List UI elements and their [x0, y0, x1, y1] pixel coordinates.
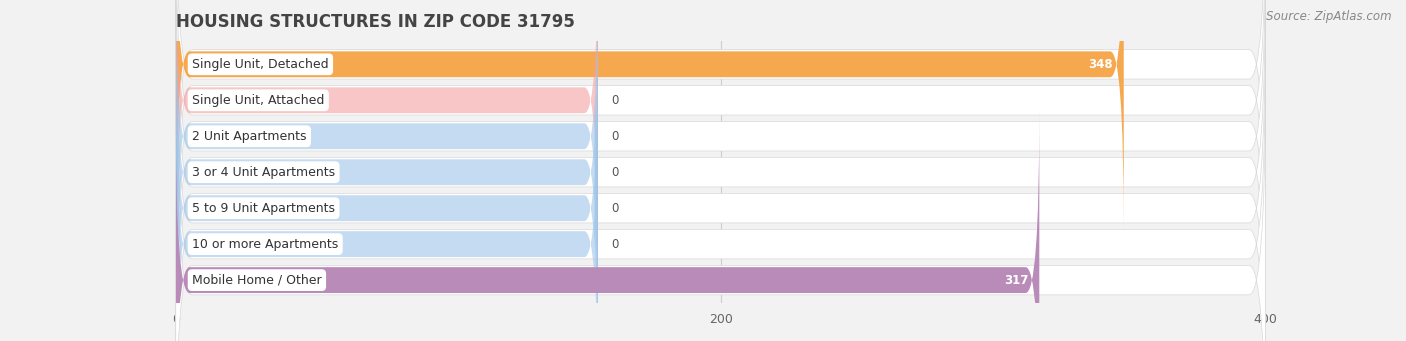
- FancyBboxPatch shape: [176, 0, 1265, 265]
- FancyBboxPatch shape: [176, 113, 1039, 341]
- FancyBboxPatch shape: [176, 0, 1123, 231]
- Text: Single Unit, Attached: Single Unit, Attached: [193, 94, 325, 107]
- Text: 0: 0: [612, 202, 619, 215]
- FancyBboxPatch shape: [176, 5, 598, 339]
- FancyBboxPatch shape: [176, 0, 598, 267]
- Text: 5 to 9 Unit Apartments: 5 to 9 Unit Apartments: [193, 202, 335, 215]
- Text: Single Unit, Detached: Single Unit, Detached: [193, 58, 329, 71]
- FancyBboxPatch shape: [176, 0, 1265, 341]
- Text: 0: 0: [612, 238, 619, 251]
- FancyBboxPatch shape: [176, 43, 1265, 341]
- Text: 2 Unit Apartments: 2 Unit Apartments: [193, 130, 307, 143]
- Text: 3 or 4 Unit Apartments: 3 or 4 Unit Apartments: [193, 166, 335, 179]
- Text: Source: ZipAtlas.com: Source: ZipAtlas.com: [1267, 10, 1392, 23]
- Text: HOUSING STRUCTURES IN ZIP CODE 31795: HOUSING STRUCTURES IN ZIP CODE 31795: [176, 13, 575, 31]
- Text: 0: 0: [612, 130, 619, 143]
- Text: 317: 317: [1004, 273, 1028, 286]
- FancyBboxPatch shape: [176, 41, 598, 341]
- Text: Mobile Home / Other: Mobile Home / Other: [193, 273, 322, 286]
- FancyBboxPatch shape: [176, 0, 598, 303]
- Text: 348: 348: [1088, 58, 1114, 71]
- Text: 0: 0: [612, 166, 619, 179]
- FancyBboxPatch shape: [176, 77, 598, 341]
- FancyBboxPatch shape: [176, 79, 1265, 341]
- FancyBboxPatch shape: [176, 0, 1265, 337]
- FancyBboxPatch shape: [176, 7, 1265, 341]
- FancyBboxPatch shape: [176, 0, 1265, 301]
- Text: 0: 0: [612, 94, 619, 107]
- Text: 10 or more Apartments: 10 or more Apartments: [193, 238, 339, 251]
